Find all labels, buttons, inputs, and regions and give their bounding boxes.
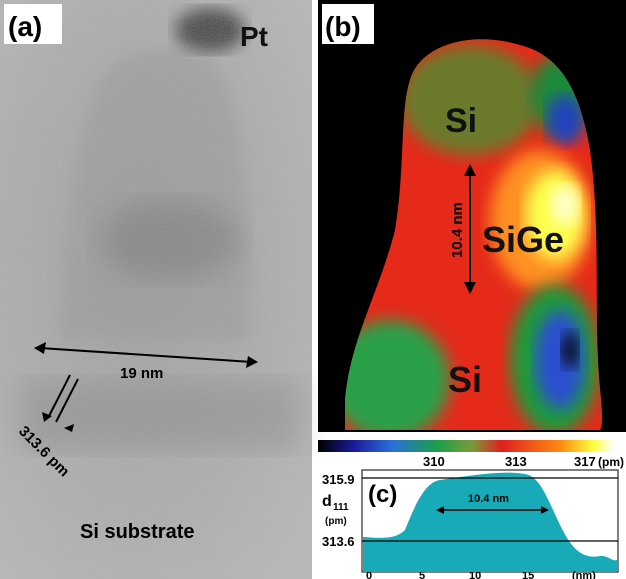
y-axis-subscript: 111 (333, 502, 349, 513)
region-label: Si (445, 102, 477, 140)
colorbar-tick: 317 (574, 454, 596, 469)
width-label: 19 nm (120, 365, 163, 382)
x-tick-label: 5 (419, 570, 425, 579)
colorbar-tick: 313 (505, 454, 527, 469)
panel-c: 315.9 d 111 (pm) 313.6 (c) 10.4 nm 0 5 1… (322, 470, 618, 579)
x-axis-unit: (nm) (572, 570, 596, 579)
width-label: 10.4 nm (468, 493, 509, 505)
x-tick-label: 15 (522, 570, 534, 579)
region-label: Si (448, 359, 482, 400)
colorbar-unit: (pm) (598, 455, 624, 469)
x-tick-label: 10 (469, 570, 481, 579)
panel-label: (c) (368, 481, 397, 508)
panel-a: (a) Pt 19 nm 313.6 pm Si substrate (0, 0, 312, 579)
texture (0, 0, 312, 579)
colorbar (318, 440, 614, 452)
x-tick-label: 0 (366, 570, 372, 579)
pt-label: Pt (240, 21, 268, 52)
y-axis-unit: (pm) (325, 516, 347, 527)
figure: (a) Pt 19 nm 313.6 pm Si substrate (b) S… (0, 0, 626, 579)
y-tick-label: 313.6 (322, 534, 355, 549)
panel-label: (b) (325, 11, 361, 42)
y-tick-label: 315.9 (322, 472, 355, 487)
substrate-label: Si substrate (80, 521, 194, 543)
panel-b: (b) Si 10.4 nm SiGe Si 310 313 317 (pm) (318, 0, 626, 469)
panel-label: (a) (8, 11, 42, 42)
region-label: SiGe (482, 219, 564, 260)
y-axis-symbol: d (322, 493, 332, 510)
colorbar-tick: 310 (423, 454, 445, 469)
height-label: 10.4 nm (449, 202, 466, 258)
